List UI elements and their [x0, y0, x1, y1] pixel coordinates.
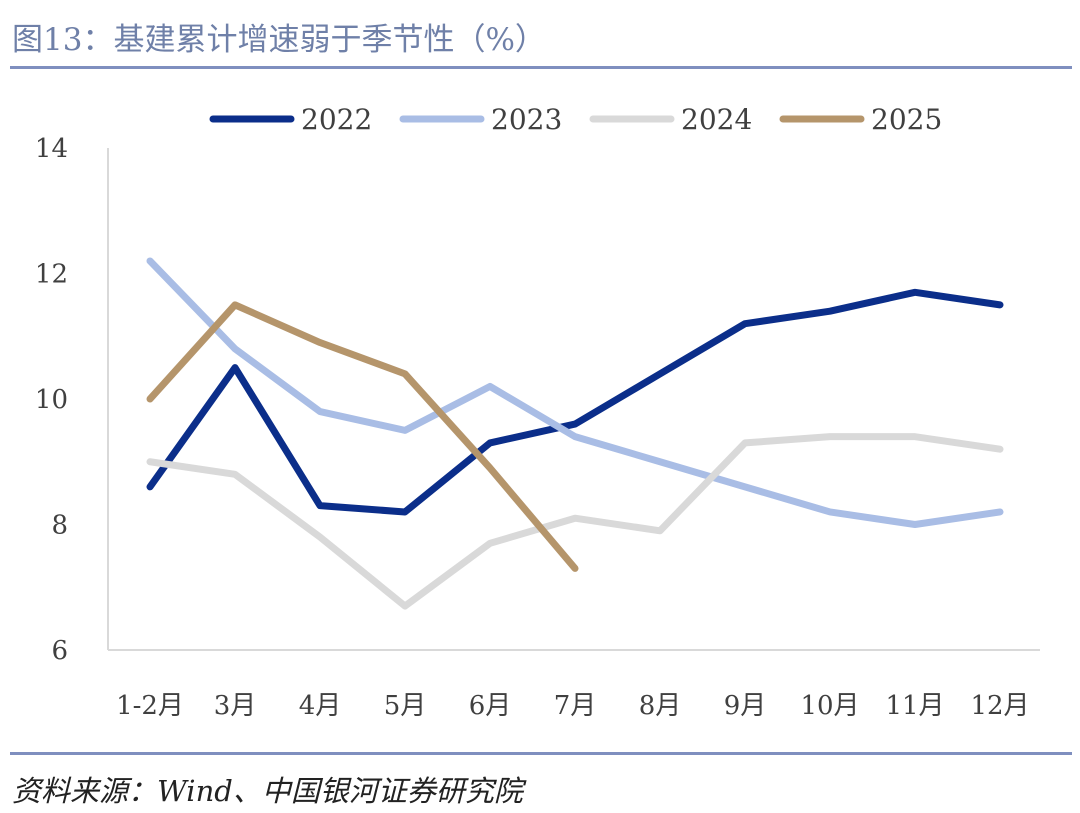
- legend-label: 2024: [681, 103, 752, 136]
- x-tick-label: 4月: [299, 691, 342, 721]
- chart-legend: 2022 2023 2024 2025: [209, 103, 942, 136]
- legend-item-2023: 2023: [399, 103, 562, 136]
- x-tick-label: 6月: [469, 691, 512, 721]
- line-chart: 2022 2023 2024 2025 6 8 10 12 14 1-2月 3月 4月 5月 6月 7月…: [35, 103, 1040, 721]
- legend-label: 2025: [871, 103, 942, 136]
- y-tick-label: 12: [35, 260, 68, 290]
- y-axis: 6 8 10 12 14: [35, 134, 109, 666]
- series-lines: [146, 257, 1004, 610]
- source-divider: [10, 752, 1072, 755]
- x-axis: 1-2月 3月 4月 5月 6月 7月 8月 9月 10月 11月 12月: [108, 649, 1040, 721]
- x-tick-label: 9月: [724, 691, 767, 721]
- y-tick-label: 14: [35, 134, 68, 164]
- x-tick-label: 12月: [970, 691, 1029, 721]
- x-tick-label: 7月: [554, 691, 597, 721]
- x-tick-label: 11月: [885, 691, 944, 721]
- y-tick-label: 8: [51, 511, 68, 541]
- legend-label: 2023: [491, 103, 562, 136]
- title-divider: [10, 66, 1072, 69]
- x-tick-label: 1-2月: [116, 691, 184, 721]
- y-tick-label: 10: [35, 385, 68, 415]
- x-tick-label: 5月: [384, 691, 427, 721]
- y-tick-label: 6: [51, 636, 68, 666]
- legend-label: 2022: [301, 103, 372, 136]
- x-tick-label: 10月: [800, 691, 859, 721]
- series-line-2024: [146, 433, 1004, 610]
- legend-item-2022: 2022: [209, 103, 372, 136]
- x-tick-label: 8月: [639, 691, 682, 721]
- source-note: 资料来源：Wind、中国银河证券研究院: [12, 774, 523, 808]
- series-line-2025: [146, 301, 579, 572]
- series-line-2022: [146, 288, 1004, 516]
- series-line-2023: [146, 257, 1004, 528]
- figure-title: 图13：基建累计增速弱于季节性（%）: [12, 22, 546, 58]
- legend-item-2024: 2024: [589, 103, 752, 136]
- x-tick-label: 3月: [214, 691, 257, 721]
- legend-item-2025: 2025: [779, 103, 942, 136]
